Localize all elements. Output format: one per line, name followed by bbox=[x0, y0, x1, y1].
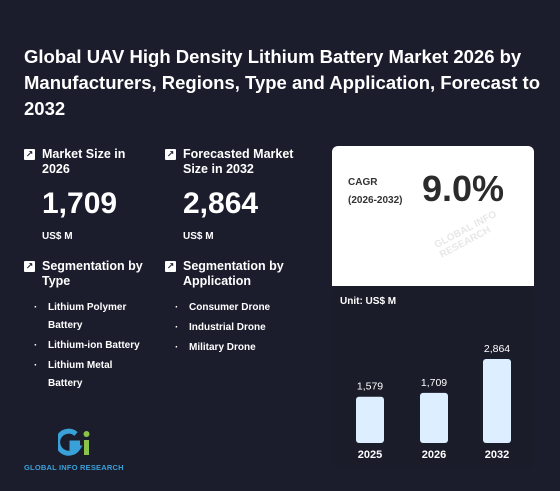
metric-unit: US$ M bbox=[42, 231, 73, 242]
cagr-period: (2026-2032) bbox=[348, 195, 403, 206]
logo-icon bbox=[55, 428, 90, 456]
cagr-label: CAGR (2026-2032) bbox=[348, 174, 402, 210]
metric-value: 2,864 bbox=[183, 187, 259, 220]
metric-value: 1,709 bbox=[42, 187, 118, 220]
cagr-card: CAGR (2026-2032) 9.0% GLOBAL INFO RESEAR… bbox=[332, 146, 534, 286]
list-item: Lithium-ion Battery bbox=[34, 337, 148, 355]
cagr-title: CAGR bbox=[348, 177, 378, 188]
bar-2025 bbox=[356, 396, 384, 443]
metric-label: Forecasted Market Size in 2032 bbox=[183, 147, 294, 176]
bar-value-label: 2,864 bbox=[484, 343, 510, 355]
category-label: 2026 bbox=[422, 449, 446, 461]
metric-label: Market Size in 2026 bbox=[42, 147, 126, 176]
market-size-2026: ↗ Market Size in 2026 1,709 US$ M bbox=[24, 147, 142, 242]
list-item: Lithium Metal Battery bbox=[34, 357, 148, 393]
bar-chart: Unit: US$ M 1,579 2025 1,709 2026 2,864 2032 bbox=[332, 286, 534, 470]
arrow-up-right-icon: ↗ bbox=[24, 261, 35, 272]
chart-unit-label: Unit: US$ M bbox=[340, 296, 397, 307]
list-item: Military Drone bbox=[175, 339, 289, 357]
bar-value-label: 1,709 bbox=[421, 377, 447, 389]
bar-2032 bbox=[483, 359, 511, 443]
list-item: Consumer Drone bbox=[175, 299, 289, 317]
segmentation-type: ↗ Segmentation by Type Lithium Polymer B… bbox=[24, 259, 152, 395]
bar-chart-svg: 1,579 2025 1,709 2026 2,864 2032 bbox=[356, 343, 511, 461]
arrow-up-right-icon: ↗ bbox=[165, 261, 176, 272]
list-item: Industrial Drone bbox=[175, 319, 289, 337]
segmentation-application: ↗ Segmentation by Application Consumer D… bbox=[165, 259, 293, 359]
arrow-up-right-icon: ↗ bbox=[165, 149, 176, 160]
market-size-2032: ↗ Forecasted Market Size in 2032 2,864 U… bbox=[165, 147, 313, 242]
metric-unit: US$ M bbox=[183, 231, 214, 242]
bar-2026 bbox=[420, 392, 448, 443]
category-label: 2032 bbox=[485, 449, 509, 461]
page-title: Global UAV High Density Lithium Battery … bbox=[24, 46, 541, 119]
list-item: Lithium Polymer Battery bbox=[34, 299, 148, 335]
category-label: 2025 bbox=[358, 449, 382, 461]
segment-label: Segmentation by Application bbox=[183, 259, 284, 288]
bar-value-label: 1,579 bbox=[357, 381, 383, 393]
arrow-up-right-icon: ↗ bbox=[24, 149, 35, 160]
cagr-value: 9.0% bbox=[422, 168, 505, 209]
company-logo: GLOBAL INFO RESEARCH bbox=[24, 428, 144, 472]
segment-label: Segmentation by Type bbox=[42, 259, 143, 288]
logo-text: GLOBAL INFO RESEARCH bbox=[24, 463, 124, 472]
